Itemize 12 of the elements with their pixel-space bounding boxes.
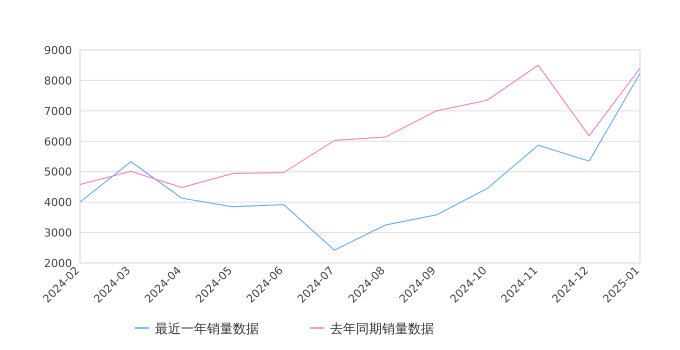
y-tick-label: 7000: [44, 104, 72, 118]
line-series: [80, 72, 640, 251]
y-tick-label: 8000: [44, 74, 72, 88]
y-tick-label: 3000: [44, 226, 72, 240]
legend-label: 最近一年销量数据: [155, 322, 259, 337]
legend-label: 去年同期销量数据: [330, 322, 434, 337]
y-tick-label: 2000: [44, 257, 72, 270]
y-tick-label: 9000: [44, 44, 72, 57]
y-tick-label: 4000: [44, 196, 72, 210]
line-series: [80, 64, 640, 188]
y-tick-label: 5000: [44, 166, 72, 179]
y-tick-label: 6000: [44, 135, 72, 148]
